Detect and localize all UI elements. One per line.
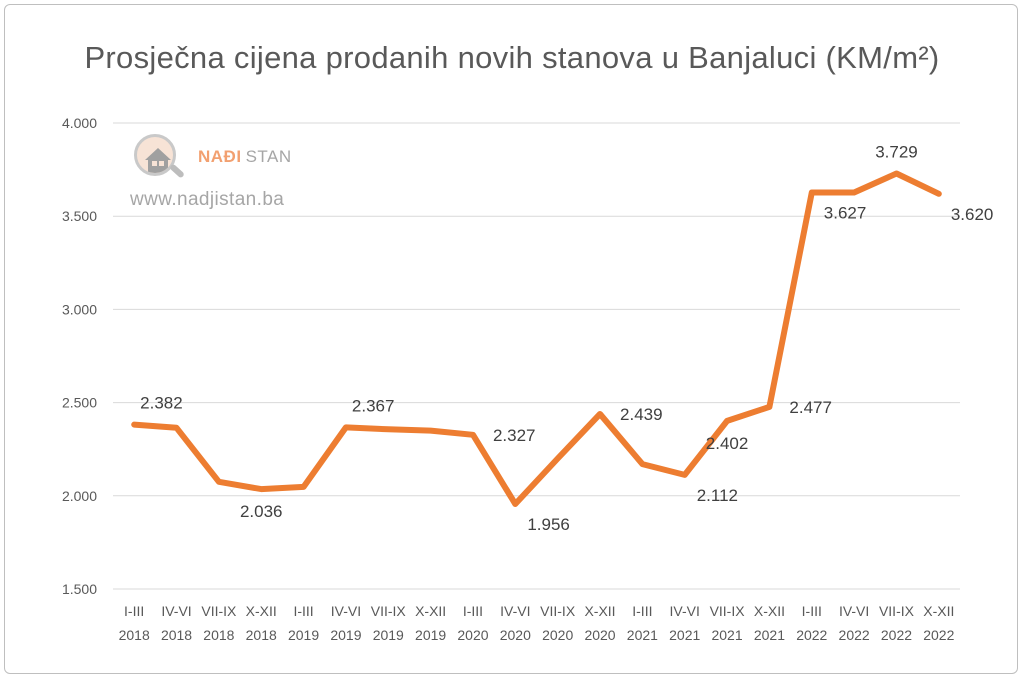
x-tick-label-year: 2021 — [627, 627, 658, 643]
watermark-url: www.nadjistan.ba — [130, 189, 285, 210]
x-tick-label-year: 2021 — [711, 627, 742, 643]
x-tick-label-period: IV-VI — [331, 603, 361, 619]
x-tick-label-period: VII-IX — [710, 603, 746, 619]
data-label: 3.620 — [951, 205, 994, 224]
data-label: 1.956 — [527, 515, 570, 534]
x-tick-label-year: 2020 — [457, 627, 488, 643]
x-tick-label-period: VII-IX — [540, 603, 576, 619]
x-tick-label-period: X-XII — [584, 603, 615, 619]
data-label: 2.112 — [697, 486, 738, 505]
x-tick-label-period: IV-VI — [670, 603, 700, 619]
data-label: 2.439 — [620, 405, 663, 424]
x-tick-label-year: 2020 — [584, 627, 615, 643]
x-tick-label-year: 2019 — [415, 627, 446, 643]
x-tick-label-period: IV-VI — [161, 603, 191, 619]
x-tick-label-year: 2022 — [796, 627, 827, 643]
data-label: 2.327 — [493, 426, 536, 445]
chart-title: Prosječna cijena prodanih novih stanova … — [84, 40, 940, 75]
x-tick-label-period: X-XII — [754, 603, 785, 619]
x-tick-label-year: 2022 — [839, 627, 870, 643]
series-line — [131, 170, 942, 507]
x-tick-label-year: 2019 — [288, 627, 319, 643]
data-label: 2.036 — [240, 502, 283, 521]
x-tick-label-year: 2020 — [500, 627, 531, 643]
x-tick-label-period: VII-IX — [201, 603, 237, 619]
x-tick-label-year: 2019 — [373, 627, 404, 643]
x-tick-label-year: 2020 — [542, 627, 573, 643]
x-tick-label-year: 2019 — [330, 627, 361, 643]
y-tick-label: 2.500 — [62, 395, 97, 411]
x-tick-label-year: 2021 — [754, 627, 785, 643]
x-tick-label-period: IV-VI — [500, 603, 530, 619]
x-tick-label-period: X-XII — [415, 603, 446, 619]
brand-word-stan: STAN — [245, 147, 292, 166]
x-tick-label-period: IV-VI — [839, 603, 869, 619]
data-label: 2.382 — [140, 394, 183, 413]
house-magnifier-icon — [134, 134, 176, 176]
brand-wordmark: NAĐI STAN — [198, 147, 292, 167]
x-tick-label-year: 2022 — [881, 627, 912, 643]
y-tick-label: 1.500 — [62, 581, 97, 597]
x-tick-label-year: 2021 — [669, 627, 700, 643]
y-tick-label: 3.500 — [62, 208, 97, 224]
brand-word-nadji: NAĐI — [198, 147, 242, 166]
y-tick-label: 2.000 — [62, 488, 97, 504]
y-tick-label: 4.000 — [62, 115, 97, 131]
x-tick-label-period: X-XII — [923, 603, 954, 619]
y-tick-label: 3.000 — [62, 301, 97, 317]
x-tick-label-year: 2018 — [246, 627, 277, 643]
x-tick-label-year: 2018 — [161, 627, 192, 643]
x-tick-label-period: VII-IX — [879, 603, 915, 619]
watermark: NAĐI STAN www.nadjistan.ba — [128, 130, 328, 220]
x-tick-label-period: I-III — [632, 603, 652, 619]
x-tick-label-year: 2018 — [119, 627, 150, 643]
x-tick-label-period: I-III — [802, 603, 822, 619]
x-tick-label-period: I-III — [293, 603, 313, 619]
x-tick-label-period: I-III — [463, 603, 483, 619]
x-tick-label-year: 2018 — [203, 627, 234, 643]
x-tick-label-period: VII-IX — [371, 603, 407, 619]
x-tick-label-period: X-XII — [246, 603, 277, 619]
data-label: 2.477 — [789, 398, 832, 417]
data-label: 3.627 — [824, 204, 867, 223]
x-tick-label-period: I-III — [124, 603, 144, 619]
data-label: 2.402 — [706, 434, 749, 453]
chart-frame — [4, 4, 1018, 674]
x-tick-label-year: 2022 — [923, 627, 954, 643]
data-label: 3.729 — [875, 143, 918, 162]
data-label: 2.367 — [352, 396, 395, 415]
